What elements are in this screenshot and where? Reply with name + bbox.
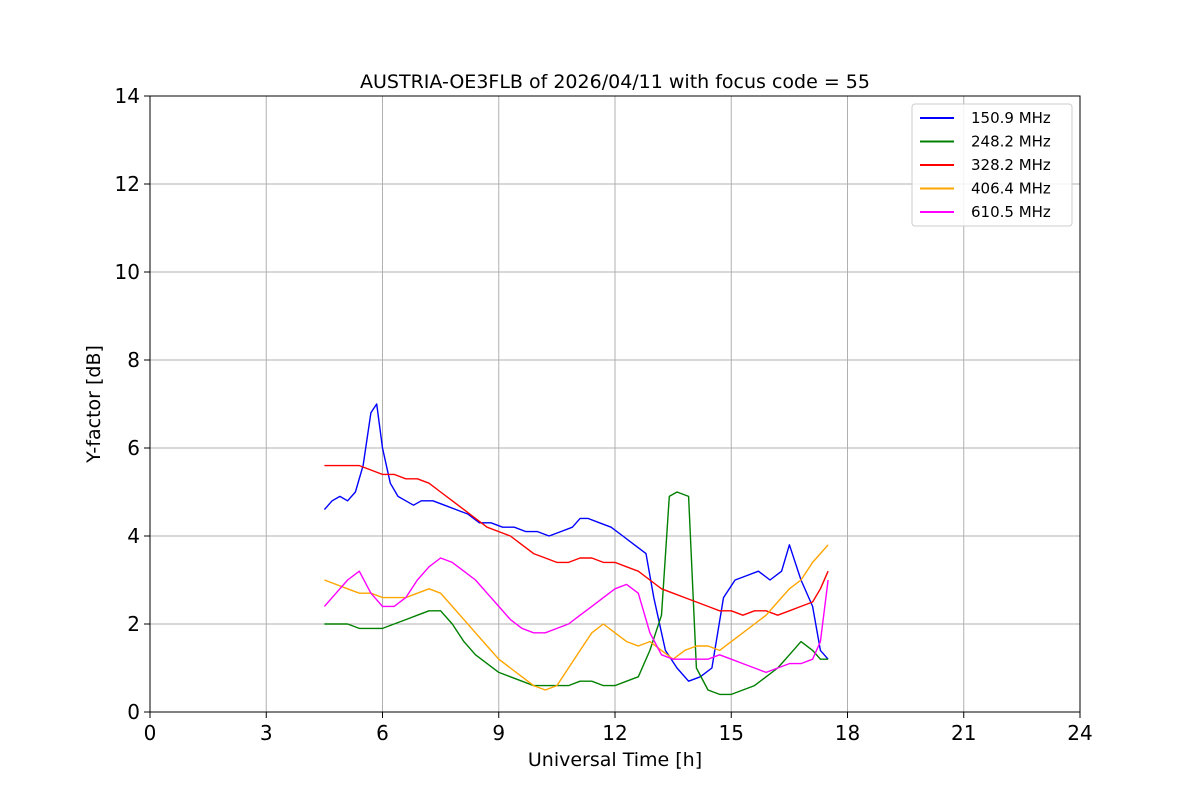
y-tick-label: 0 xyxy=(127,700,140,724)
x-tick-label: 0 xyxy=(144,721,157,745)
y-tick-label: 4 xyxy=(127,524,140,548)
legend-entry: 406.4 MHz xyxy=(920,180,1051,198)
x-tick-label: 15 xyxy=(719,721,744,745)
x-axis-label: Universal Time [h] xyxy=(528,749,702,771)
y-axis: 0 2 4 6 8 10 12 14 xyxy=(115,84,150,724)
legend-entry: 328.2 MHz xyxy=(920,156,1051,174)
legend-label: 406.4 MHz xyxy=(971,180,1051,198)
legend-entry: 248.2 MHz xyxy=(920,133,1051,151)
x-tick-label: 6 xyxy=(376,721,389,745)
chart-title: AUSTRIA-OE3FLB of 2026/04/11 with focus … xyxy=(360,71,870,93)
x-tick-label: 18 xyxy=(835,721,860,745)
x-tick-label: 21 xyxy=(951,721,976,745)
x-tick-label: 12 xyxy=(602,721,627,745)
y-tick-label: 6 xyxy=(127,436,140,460)
y-tick-label: 12 xyxy=(115,172,140,196)
y-tick-label: 2 xyxy=(127,612,140,636)
series-line-406-4-mhz xyxy=(324,544,829,691)
x-tick-label: 3 xyxy=(260,721,273,745)
y-tick-label: 14 xyxy=(115,84,140,108)
legend-label: 610.5 MHz xyxy=(971,203,1051,221)
legend-entry: 150.9 MHz xyxy=(920,109,1051,127)
series-line-150-9-mhz xyxy=(323,403,829,682)
x-axis: 0 3 6 9 12 15 18 21 24 xyxy=(144,712,1093,745)
series-layer xyxy=(323,403,829,696)
legend-label: 248.2 MHz xyxy=(971,133,1051,151)
series-line-328-2-mhz xyxy=(324,464,829,616)
legend-label: 150.9 MHz xyxy=(971,109,1051,127)
y-tick-label: 8 xyxy=(127,348,140,372)
plot-area xyxy=(323,403,829,696)
legend-label: 328.2 MHz xyxy=(971,156,1051,174)
y-tick-label: 10 xyxy=(115,260,140,284)
series-line-610-5-mhz xyxy=(323,557,829,674)
series-line-248-2-mhz xyxy=(324,491,829,696)
legend-box xyxy=(911,103,1073,227)
legend: 150.9 MHz 248.2 MHz 328.2 MHz 406.4 MHz 610.… xyxy=(911,103,1073,227)
x-tick-label: 24 xyxy=(1067,721,1092,745)
legend-entry: 610.5 MHz xyxy=(920,203,1051,221)
y-axis-label: Y-factor [dB] xyxy=(83,345,105,464)
x-tick-label: 9 xyxy=(492,721,505,745)
